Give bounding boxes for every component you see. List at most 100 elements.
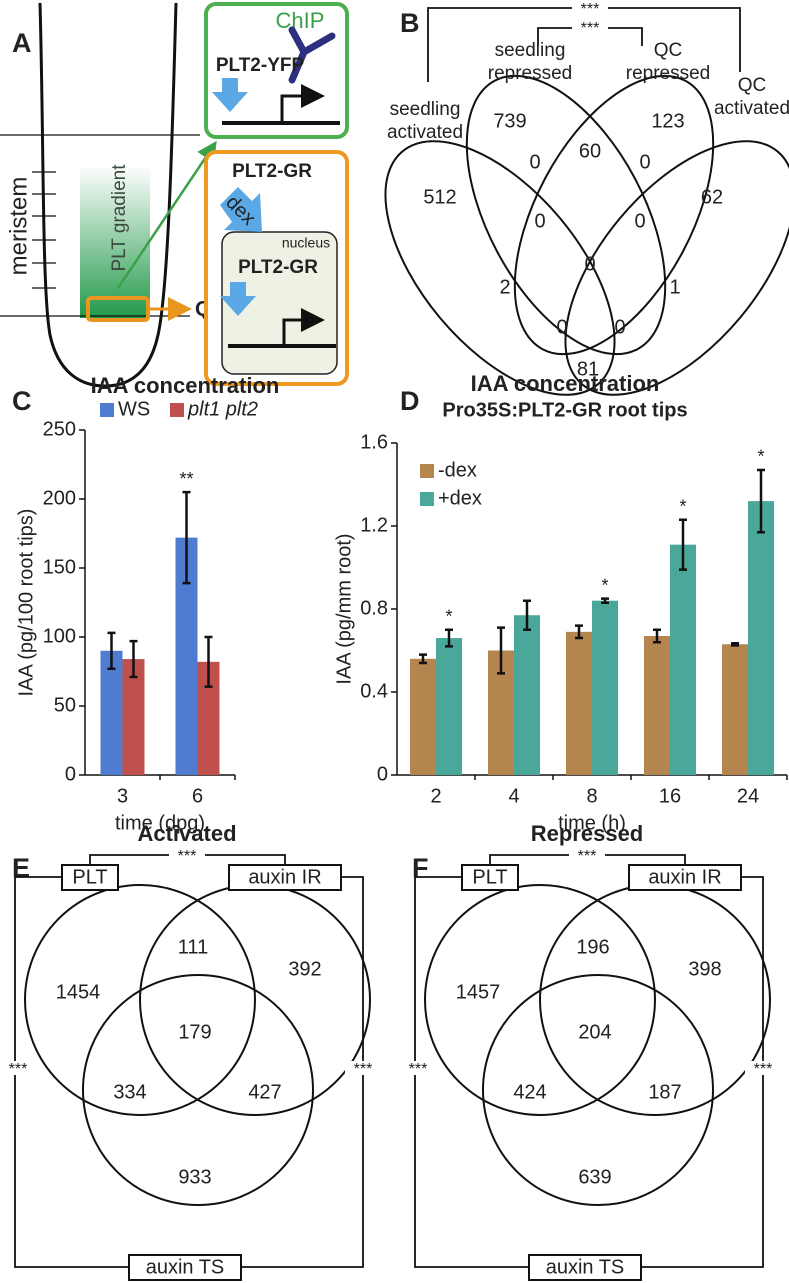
significance: *** — [754, 1061, 773, 1078]
venn-set — [482, 974, 714, 1206]
legend-label: WS — [118, 398, 150, 420]
meristem-label: meristem — [5, 177, 32, 276]
venn-set — [24, 884, 256, 1116]
x-tick-label: 16 — [659, 785, 681, 807]
legend-label: plt1 plt2 — [187, 398, 258, 420]
error-bar — [204, 635, 213, 688]
set-label: QC — [738, 75, 767, 96]
legend-swatch — [170, 403, 184, 417]
bar — [197, 661, 220, 775]
region-count: 179 — [178, 1021, 211, 1043]
region-count: 1 — [669, 276, 680, 298]
panel-a: A meristem PLT gradient QC ChIP PLT2-YFP… — [0, 2, 349, 388]
chip-label: ChIP — [276, 8, 325, 33]
significance: *** — [9, 1061, 28, 1078]
panel-letter: F — [412, 853, 429, 883]
panel-letter: B — [400, 8, 420, 38]
significance: *** — [409, 1061, 428, 1078]
set-label: auxin TS — [546, 1256, 625, 1278]
bar — [175, 537, 198, 775]
significance: *** — [581, 1, 600, 18]
region-count: 0 — [529, 151, 540, 173]
antibody — [288, 26, 336, 84]
set-label: QC — [654, 40, 683, 61]
region-count: 111 — [178, 936, 208, 958]
set-label: auxin TS — [146, 1256, 225, 1278]
y-tick-label: 100 — [43, 625, 76, 647]
error-bar — [731, 641, 739, 647]
bar — [410, 658, 436, 775]
panel-letter: A — [12, 28, 32, 58]
y-axis-label: IAA (pg/mm root) — [333, 533, 355, 684]
dex-arrow — [220, 187, 262, 232]
set-box — [128, 1254, 242, 1281]
venn-set — [82, 974, 314, 1206]
bar — [514, 615, 540, 775]
legend-label: +dex — [438, 487, 482, 509]
label-background — [345, 1061, 381, 1075]
venn-set — [384, 140, 616, 396]
chart-title: Activated — [137, 821, 236, 846]
venn-set — [465, 74, 667, 356]
x-tick-label: 3 — [117, 785, 128, 807]
bar — [100, 650, 123, 775]
nucleus-label: nucleus — [282, 235, 330, 251]
region-count: 2 — [499, 276, 510, 298]
nucleus — [221, 231, 338, 375]
region-count: 60 — [579, 140, 601, 162]
cell-ticks — [32, 171, 56, 289]
bar — [670, 544, 696, 775]
y-tick-label: 1.6 — [360, 431, 388, 453]
gr-protein-nuclear: PLT2-GR — [238, 257, 318, 278]
chart-title: IAA concentration — [91, 373, 280, 398]
panel-letter: C — [12, 386, 32, 416]
chart-title: IAA concentration — [471, 371, 660, 396]
set-label: seedling — [495, 40, 566, 61]
legend-swatch — [420, 492, 434, 506]
region-count: 334 — [113, 1081, 146, 1103]
x-axis-label: time (dpg) — [115, 812, 205, 834]
panel-letter: E — [12, 853, 30, 883]
region-count: 639 — [578, 1166, 611, 1188]
venn-set — [564, 140, 789, 396]
set-box — [628, 864, 742, 891]
venn-set — [424, 884, 656, 1116]
significance: ** — [179, 469, 193, 489]
chart-subtitle: Pro35S:PLT2-GR root tips — [442, 399, 687, 421]
y-tick-label: 1.2 — [360, 514, 388, 536]
gr-protein: PLT2-GR — [232, 161, 312, 182]
label-background — [745, 1061, 781, 1075]
set-box — [61, 864, 119, 891]
error-bar — [757, 468, 765, 534]
error-bar — [419, 653, 427, 665]
label-background — [400, 1061, 436, 1075]
bar — [644, 635, 670, 775]
region-count: 398 — [688, 958, 721, 980]
significance: * — [445, 607, 452, 627]
significance: *** — [578, 848, 597, 865]
tss-arrow — [282, 308, 325, 346]
label-background — [569, 848, 605, 862]
set-label: activated — [714, 98, 789, 119]
binding-arrow — [212, 78, 248, 112]
region-count: 0 — [634, 210, 645, 232]
significance: *** — [354, 1061, 373, 1078]
region-count: 0 — [584, 253, 595, 275]
region-count: 123 — [651, 110, 684, 132]
bar — [592, 600, 618, 775]
chip-arrow — [116, 140, 217, 289]
gradient-label: PLT gradient — [109, 164, 130, 272]
bar — [122, 659, 145, 775]
y-tick-label: 250 — [43, 418, 76, 440]
region-count: 1457 — [456, 981, 501, 1003]
y-tick-label: 200 — [43, 487, 76, 509]
error-bar — [182, 490, 191, 585]
x-tick-label: 6 — [192, 785, 203, 807]
region-count: 933 — [178, 1166, 211, 1188]
region-count: 196 — [576, 936, 609, 958]
region-count: 427 — [248, 1081, 281, 1103]
x-axis-label: time (h) — [558, 812, 626, 834]
plt-gradient — [80, 165, 150, 318]
region-count: 0 — [614, 316, 625, 338]
set-box — [528, 1254, 642, 1281]
